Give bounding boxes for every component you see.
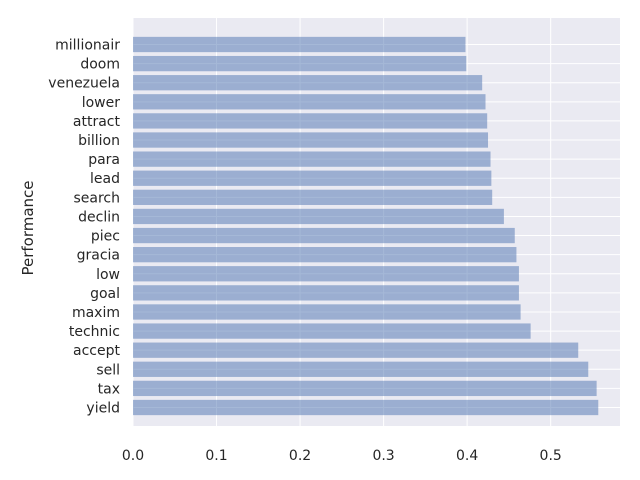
y-tick-label: venezuela [48, 76, 120, 92]
x-tick-label: 0.4 [456, 448, 478, 464]
y-tick-label: attract [73, 114, 121, 130]
bar-doom [133, 55, 467, 72]
y-tick-label: maxim [72, 305, 120, 321]
bar-para [133, 151, 491, 167]
bar-low [133, 266, 519, 282]
y-tick-label: accept [73, 343, 120, 359]
bar-lead [133, 170, 492, 186]
x-tick-label: 0.5 [540, 448, 562, 464]
bar-yield [133, 399, 599, 416]
y-tick-label: doom [80, 57, 120, 73]
y-tick-label: para [88, 152, 120, 168]
y-tick-label: lead [90, 171, 120, 187]
bar-sell [133, 361, 589, 377]
y-tick-label: yield [86, 401, 120, 417]
y-tick-label: millionair [55, 38, 120, 54]
x-tick-label: 0.3 [372, 448, 394, 464]
bars [133, 36, 599, 416]
x-tick-labels: 0.0 0.1 0.2 0.3 0.4 0.5 [122, 448, 562, 464]
bar-billion [133, 132, 489, 148]
bar-tax [133, 380, 597, 397]
bar-search [133, 189, 493, 205]
y-tick-labels: millionair doom venezuela lower attract billi… [48, 38, 120, 417]
y-tick-label: search [73, 190, 120, 206]
bar-accept [133, 342, 579, 358]
bar-goal [133, 285, 519, 301]
bar-gracia [133, 247, 517, 263]
bar-technic [133, 323, 531, 339]
y-tick-label: gracia [77, 248, 120, 264]
y-tick-label: sell [96, 362, 120, 378]
y-tick-label: piec [91, 229, 120, 245]
y-tick-label: low [96, 267, 120, 283]
y-tick-label: lower [82, 95, 121, 111]
y-tick-label: technic [69, 324, 120, 340]
y-tick-label: tax [98, 381, 120, 397]
y-tick-label: goal [90, 286, 120, 302]
bar-venezuela [133, 75, 483, 91]
bar-declin [133, 208, 504, 225]
x-tick-label: 0.0 [122, 448, 144, 464]
y-axis-title: Performance [19, 180, 37, 275]
y-tick-label: declin [78, 209, 120, 225]
x-tick-label: 0.2 [289, 448, 311, 464]
x-tick-label: 0.1 [205, 448, 227, 464]
bar-maxim [133, 304, 521, 320]
bar-attract [133, 113, 488, 129]
bar-lower [133, 94, 486, 110]
bar-piec [133, 227, 515, 244]
bar-millionair [133, 36, 466, 53]
y-tick-label: billion [78, 133, 120, 149]
